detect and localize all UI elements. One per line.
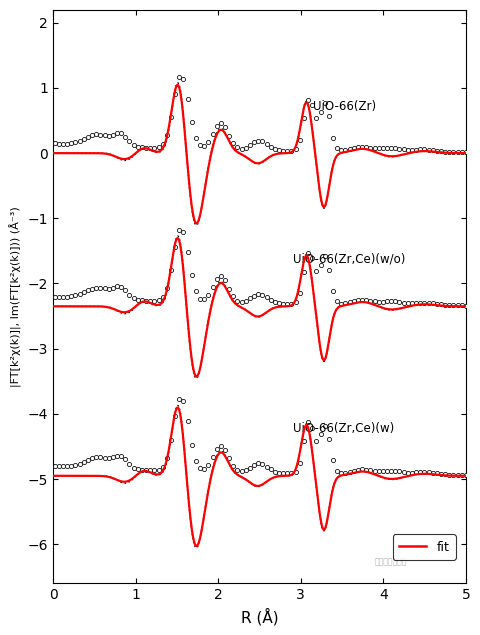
- X-axis label: R (Å): R (Å): [240, 608, 278, 625]
- Text: 材科科学与工程: 材科科学与工程: [375, 557, 408, 566]
- Y-axis label: |FT[k²χ(k)]|, Im(FT[k²χ(k)])) (Å⁻³): |FT[k²χ(k)]|, Im(FT[k²χ(k)])) (Å⁻³): [10, 206, 22, 387]
- Text: UiO-66(Zr): UiO-66(Zr): [313, 100, 376, 112]
- Legend: fit: fit: [393, 535, 456, 560]
- Text: UiO-66(Zr,Ce)(w/o): UiO-66(Zr,Ce)(w/o): [292, 253, 405, 266]
- Text: UiO-66(Zr,Ce)(w): UiO-66(Zr,Ce)(w): [292, 422, 394, 436]
